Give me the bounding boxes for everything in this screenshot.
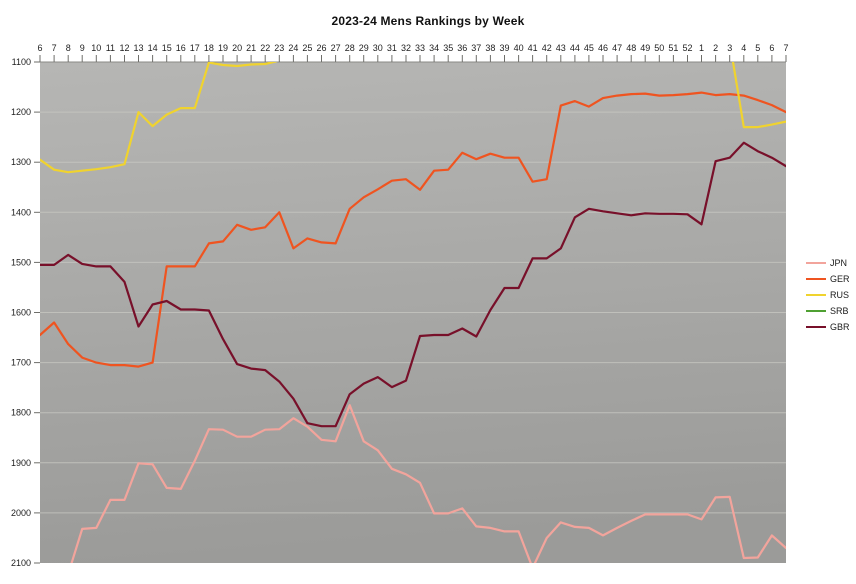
x-tick-label: 30 [373,43,383,53]
x-tick-label: 48 [626,43,636,53]
legend-line-srb [806,310,826,312]
x-tick-label: 8 [66,43,71,53]
legend-line-ger [806,278,826,280]
x-tick-label: 35 [443,43,453,53]
x-tick-label: 9 [80,43,85,53]
y-tick-label: 2000 [11,508,31,518]
x-tick-label: 23 [274,43,284,53]
x-tick-label: 18 [204,43,214,53]
y-tick-label: 1400 [11,207,31,217]
x-tick-label: 12 [119,43,129,53]
x-tick-label: 3 [727,43,732,53]
y-tick-label: 2100 [11,558,31,568]
x-tick-label: 52 [682,43,692,53]
legend: JPN GER RUS SRB GBR [806,255,850,335]
x-tick-label: 2 [713,43,718,53]
x-tick-label: 25 [302,43,312,53]
series-line-ger [40,91,786,368]
legend-item-ger: GER [806,271,850,287]
series-line-jpn [70,404,786,563]
x-tick-label: 44 [570,43,580,53]
x-tick-label: 24 [288,43,298,53]
x-tick-label: 28 [345,43,355,53]
x-tick-label: 45 [584,43,594,53]
y-tick-label: 1700 [11,358,31,368]
legend-item-gbr: GBR [806,319,850,335]
legend-label: RUS [830,289,850,300]
y-tick-label: 1500 [11,257,31,267]
x-tick-label: 16 [176,43,186,53]
x-tick-label: 32 [401,43,411,53]
x-tick-label: 14 [148,43,158,53]
x-tick-label: 19 [218,43,228,53]
x-tick-label: 40 [514,43,524,53]
legend-label: GBR [830,321,850,332]
x-tick-label: 6 [37,43,42,53]
x-tick-label: 1 [699,43,704,53]
x-tick-label: 21 [246,43,256,53]
legend-item-jpn: JPN [806,255,850,271]
x-tick-label: 38 [485,43,495,53]
legend-line-jpn [806,262,826,264]
y-tick-label: 1800 [11,408,31,418]
legend-item-rus: RUS [806,287,850,303]
legend-label: SRB [830,305,849,316]
x-tick-label: 46 [598,43,608,53]
x-tick-label: 13 [133,43,143,53]
x-tick-label: 26 [316,43,326,53]
x-tick-label: 15 [162,43,172,53]
x-tick-label: 20 [232,43,242,53]
legend-line-gbr [806,326,826,328]
x-tick-label: 17 [190,43,200,53]
x-tick-label: 50 [654,43,664,53]
x-tick-label: 42 [542,43,552,53]
x-tick-label: 7 [783,43,788,53]
x-tick-label: 31 [387,43,397,53]
chart-title: 2023-24 Mens Rankings by Week [331,14,525,28]
x-tick-label: 39 [499,43,509,53]
legend-line-rus [806,294,826,296]
x-tick-label: 6 [769,43,774,53]
x-tick-label: 7 [52,43,57,53]
x-tick-label: 11 [106,43,115,53]
legend-item-srb: SRB [806,303,850,319]
legend-label: JPN [830,257,848,268]
x-tick-label: 10 [91,43,101,53]
x-tick-label: 27 [331,43,341,53]
legend-label: GER [830,273,850,284]
x-tick-label: 29 [359,43,369,53]
x-tick-label: 4 [741,43,746,53]
x-tick-label: 37 [471,43,481,53]
series-line-gbr [40,141,786,428]
series-line-rus [40,62,786,174]
x-tick-label: 49 [640,43,650,53]
x-tick-label: 5 [755,43,760,53]
x-tick-label: 34 [429,43,439,53]
x-tick-label: 33 [415,43,425,53]
y-tick-label: 1300 [11,157,31,167]
x-tick-label: 36 [457,43,467,53]
y-tick-label: 1100 [12,57,31,67]
x-tick-label: 47 [612,43,622,53]
y-tick-label: 1900 [11,458,31,468]
y-tick-label: 1600 [11,308,31,318]
y-tick-label: 1200 [11,107,31,117]
x-tick-label: 51 [668,43,678,53]
x-tick-label: 43 [556,43,566,53]
x-tick-label: 22 [260,43,270,53]
x-tick-label: 41 [528,43,538,53]
